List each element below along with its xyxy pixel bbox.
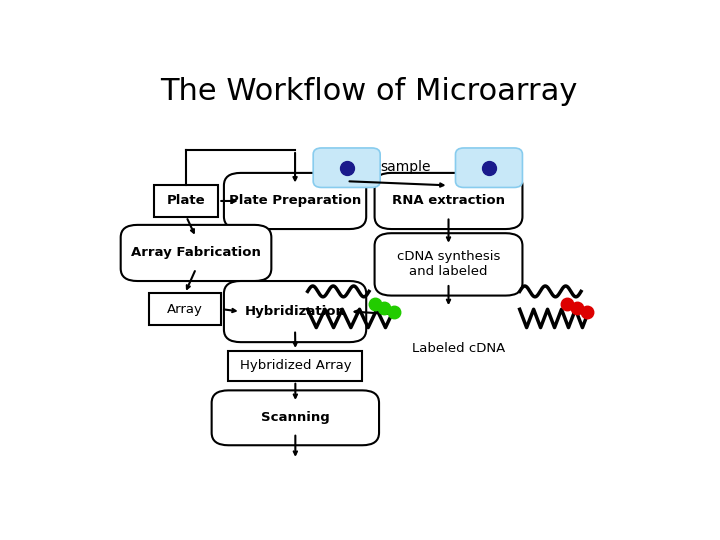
Text: Plate Preparation: Plate Preparation	[229, 194, 361, 207]
FancyBboxPatch shape	[121, 225, 271, 281]
Text: RNA extraction: RNA extraction	[392, 194, 505, 207]
FancyBboxPatch shape	[224, 281, 366, 342]
FancyBboxPatch shape	[374, 173, 523, 229]
Text: Hybridization: Hybridization	[245, 305, 346, 318]
Text: Scanning: Scanning	[261, 411, 330, 424]
FancyBboxPatch shape	[212, 390, 379, 445]
FancyBboxPatch shape	[313, 148, 380, 187]
Text: Hybridized Array: Hybridized Array	[240, 359, 351, 373]
Text: The Workflow of Microarray: The Workflow of Microarray	[161, 77, 577, 106]
Text: cDNA synthesis
and labeled: cDNA synthesis and labeled	[397, 251, 500, 279]
FancyBboxPatch shape	[154, 185, 218, 217]
FancyBboxPatch shape	[228, 351, 362, 381]
Text: Labeled cDNA: Labeled cDNA	[412, 342, 505, 355]
Text: Array Fabrication: Array Fabrication	[131, 246, 261, 259]
FancyBboxPatch shape	[148, 294, 221, 325]
Text: Array: Array	[167, 302, 203, 315]
Text: Plate: Plate	[167, 194, 206, 207]
Text: sample: sample	[380, 160, 431, 174]
FancyBboxPatch shape	[374, 233, 523, 295]
FancyBboxPatch shape	[456, 148, 523, 187]
FancyBboxPatch shape	[224, 173, 366, 229]
